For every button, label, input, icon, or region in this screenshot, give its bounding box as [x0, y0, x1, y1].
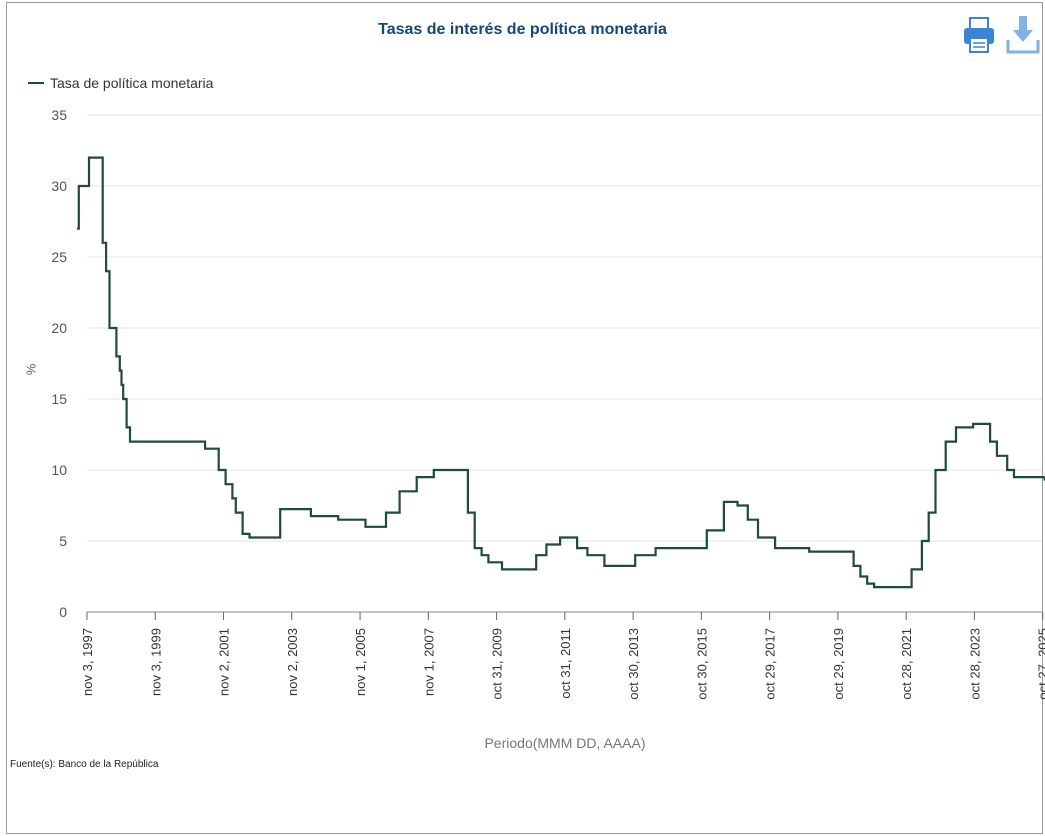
y-tick-label: 5: [59, 533, 67, 549]
x-tick-label: nov 3, 1997: [80, 628, 95, 696]
y-tick-label: 25: [51, 249, 67, 265]
source-note: Fuente(s): Banco de la República: [10, 759, 158, 770]
x-tick-label: oct 30, 2015: [694, 628, 709, 700]
x-tick-label: nov 2, 2003: [285, 628, 300, 696]
x-tick-label: oct 28, 2023: [967, 628, 982, 700]
y-tick-label: 0: [59, 604, 67, 620]
x-axis-label: Periodo(MMM DD, AAAA): [0, 735, 1045, 751]
x-tick-label: nov 1, 2005: [353, 628, 368, 696]
y-tick-label: 35: [51, 107, 67, 123]
y-tick-label: 30: [51, 178, 67, 194]
x-tick-label: oct 28, 2021: [899, 628, 914, 700]
y-tick-label: 15: [51, 391, 67, 407]
x-tick-label: oct 27, 2025: [1036, 628, 1045, 700]
x-tick-label: nov 2, 2001: [217, 628, 232, 696]
x-tick-label: oct 31, 2009: [490, 628, 505, 700]
x-tick-label: nov 1, 2007: [421, 628, 436, 696]
x-tick-label: oct 29, 2019: [831, 628, 846, 700]
x-tick-label: oct 29, 2017: [763, 628, 778, 700]
x-tick-label: oct 30, 2013: [626, 628, 641, 700]
x-tick-label: oct 31, 2011: [558, 628, 573, 699]
y-tick-label: 10: [51, 462, 67, 478]
x-tick-label: nov 3, 1999: [148, 628, 163, 696]
series-line: [77, 158, 1045, 587]
y-tick-label: 20: [51, 320, 67, 336]
